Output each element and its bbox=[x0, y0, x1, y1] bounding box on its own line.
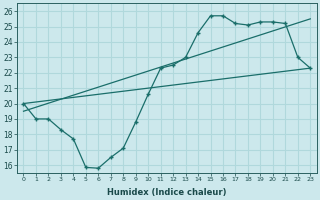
X-axis label: Humidex (Indice chaleur): Humidex (Indice chaleur) bbox=[107, 188, 227, 197]
